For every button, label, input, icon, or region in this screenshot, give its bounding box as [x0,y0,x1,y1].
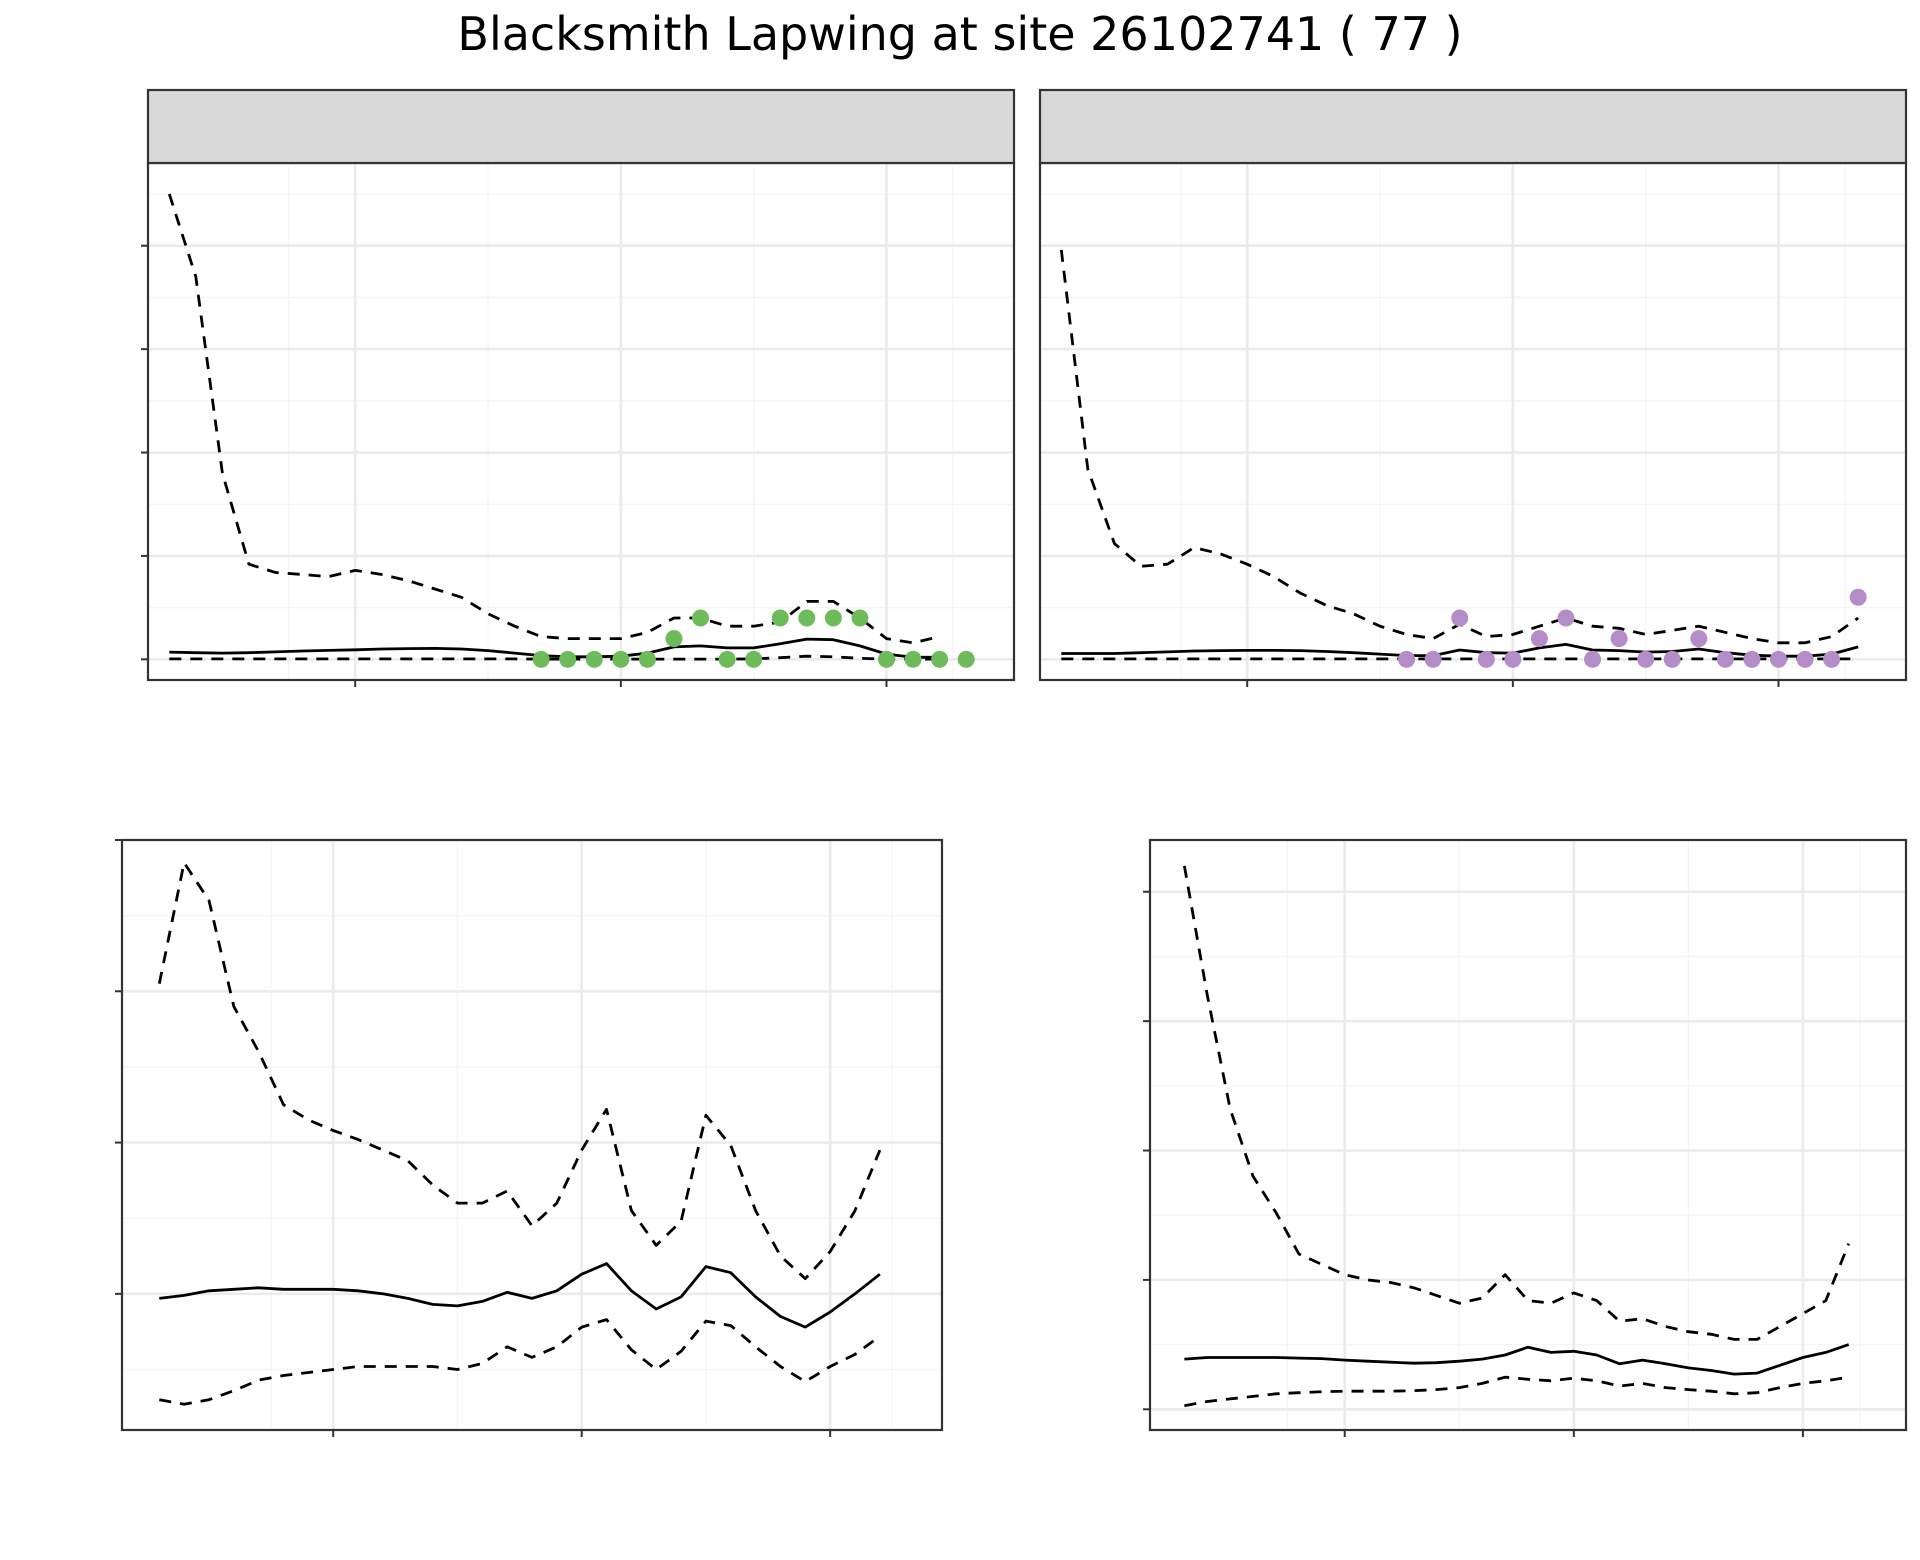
panel-background [1040,163,1906,680]
data-point [745,650,763,668]
lower-bound-line [159,1318,881,1406]
data-point [1769,650,1787,668]
upper-bound-line [167,193,940,645]
data-point [1584,650,1602,668]
data-point [824,609,842,627]
growth-rate-chart [115,838,944,1437]
data-point [1796,650,1814,668]
data-point [718,650,736,668]
data-point [1477,650,1495,668]
abundance-chart [141,88,1908,687]
fit-line [169,637,940,659]
data-point [1451,609,1469,627]
fit-line [159,1262,881,1329]
data-point [877,650,895,668]
fit-line [1184,1343,1850,1376]
data-point [1424,650,1442,668]
data-point [1530,630,1548,648]
data-point [798,609,816,627]
chart-title: Blacksmith Lapwing at site 26102741 ( 77… [457,7,1462,61]
data-point [1823,650,1841,668]
data-point [559,650,577,668]
data-point [585,650,603,668]
lower-bound-line [1184,1375,1849,1408]
data-point [532,650,550,668]
data-point [1690,630,1708,648]
data-point [931,650,949,668]
data-point [1557,609,1575,627]
data-point [1610,630,1628,648]
data-point [851,609,869,627]
data-point [1663,650,1681,668]
data-point [1716,650,1734,668]
data-point [1743,650,1761,668]
panel-background [148,163,1014,680]
facet-panel-summer [141,88,1016,687]
data-point [1637,650,1655,668]
data-point [1504,650,1522,668]
lower-bound-line [169,654,940,661]
ws-ratio-chart [1143,838,1908,1437]
data-point [612,650,630,668]
facet-strip [1038,88,1908,165]
panel-border [120,838,944,1432]
facet-strip [146,88,1016,165]
data-point [957,650,975,668]
data-point [1398,650,1416,668]
data-point [665,630,683,648]
panel-background [122,840,942,1430]
upper-bound-line [157,861,882,1281]
panel-border [1148,838,1908,1432]
data-point [771,609,789,627]
data-point [904,650,922,668]
data-point [692,609,710,627]
data-point [638,650,656,668]
data-point [1849,588,1867,606]
upper-bound-line [1183,865,1850,1341]
panel-background [1150,840,1906,1430]
facet-panel-winter [1038,88,1908,687]
